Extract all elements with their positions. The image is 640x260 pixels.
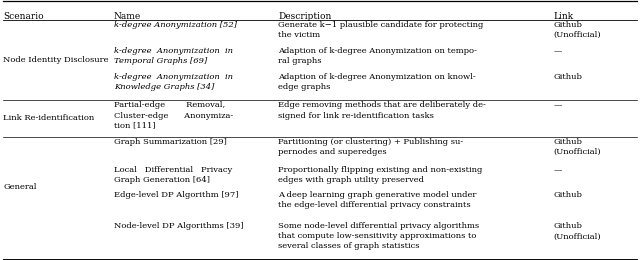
Text: Partial-edge        Removal,
Cluster-edge      Anonymiza-
tion [111]: Partial-edge Removal, Cluster-edge Anony…	[114, 101, 233, 129]
Text: Graph Summarization [29]: Graph Summarization [29]	[114, 138, 227, 146]
Text: Github
(Unofficial): Github (Unofficial)	[554, 222, 601, 240]
Text: Description: Description	[278, 12, 332, 21]
Text: Node Identity Disclosure: Node Identity Disclosure	[3, 56, 109, 64]
Text: Scenario: Scenario	[3, 12, 44, 21]
Text: Name: Name	[114, 12, 141, 21]
Text: —: —	[554, 101, 562, 109]
Text: General: General	[3, 183, 36, 191]
Text: Proportionally flipping existing and non-existing
edges with graph utility prese: Proportionally flipping existing and non…	[278, 166, 483, 185]
Text: —: —	[554, 47, 562, 55]
Text: Link: Link	[554, 12, 573, 21]
Text: Local   Differential   Privacy
Graph Generation [64]: Local Differential Privacy Graph Generat…	[114, 166, 232, 185]
Text: Github: Github	[554, 191, 582, 199]
Text: Github
(Unofficial): Github (Unofficial)	[554, 21, 601, 39]
Text: Partitioning (or clustering) + Publishing su-
pernodes and superedges: Partitioning (or clustering) + Publishin…	[278, 138, 463, 156]
Text: —: —	[554, 166, 562, 174]
Text: Node-level DP Algorithms [39]: Node-level DP Algorithms [39]	[114, 222, 244, 230]
Text: k-degree  Anonymization  in
Temporal Graphs [69]: k-degree Anonymization in Temporal Graph…	[114, 47, 233, 65]
Text: k-degree Anonymization [52]: k-degree Anonymization [52]	[114, 21, 237, 29]
Text: k-degree  Anonymization  in
Knowledge Graphs [34]: k-degree Anonymization in Knowledge Grap…	[114, 73, 233, 91]
Text: Some node-level differential privacy algorithms
that compute low-sensitivity app: Some node-level differential privacy alg…	[278, 222, 479, 250]
Text: A deep learning graph generative model under
the edge-level differential privacy: A deep learning graph generative model u…	[278, 191, 477, 209]
Text: Edge-level DP Algorithm [97]: Edge-level DP Algorithm [97]	[114, 191, 239, 199]
Text: Github: Github	[554, 73, 582, 81]
Text: Adaption of k-degree Anonymization on knowl-
edge graphs: Adaption of k-degree Anonymization on kn…	[278, 73, 476, 91]
Text: Generate k−1 plausible candidate for protecting
the victim: Generate k−1 plausible candidate for pro…	[278, 21, 484, 39]
Text: Adaption of k-degree Anonymization on tempo-
ral graphs: Adaption of k-degree Anonymization on te…	[278, 47, 477, 65]
Text: Github
(Unofficial): Github (Unofficial)	[554, 138, 601, 156]
Text: Edge removing methods that are deliberately de-
signed for link re-identificatio: Edge removing methods that are deliberat…	[278, 101, 486, 120]
Text: Link Re-identification: Link Re-identification	[3, 114, 95, 122]
